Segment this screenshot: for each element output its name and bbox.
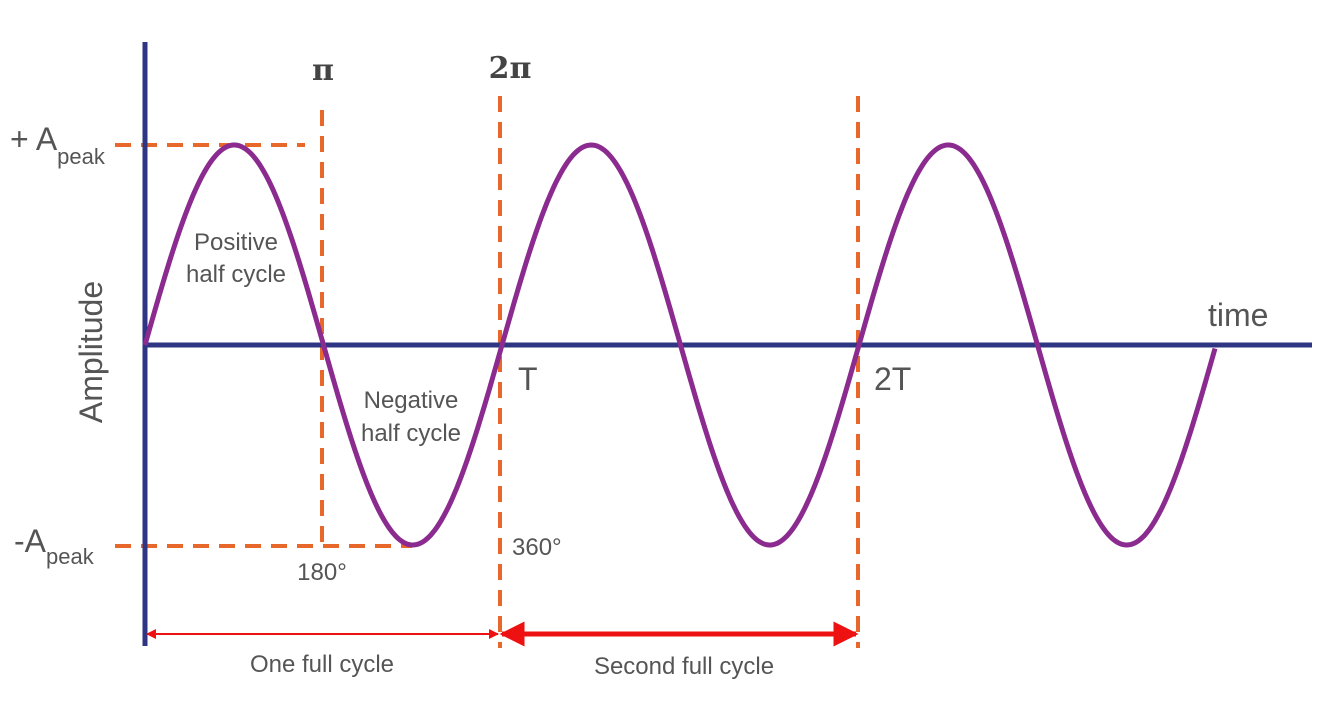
sine-wave [142, 142, 1218, 548]
two-pi-label: 2π [489, 51, 532, 86]
deg-360-label: 360° [512, 534, 562, 561]
second-full-cycle-label: Second full cycle [594, 653, 774, 680]
plus-a-peak-label: + Apeak [10, 121, 106, 169]
time-label: time [1208, 297, 1268, 333]
positive-half-cycle-label-1: Positive [194, 229, 278, 256]
negative-half-cycle-label-1: Negative [364, 387, 459, 414]
negative-half-cycle-label-2: half cycle [361, 420, 461, 447]
deg-180-label: 180° [297, 559, 347, 586]
two-t-label: 2T [874, 361, 911, 397]
pi-label: π [312, 53, 334, 88]
t-label: T [518, 361, 538, 397]
one-full-cycle-label: One full cycle [250, 651, 394, 678]
positive-half-cycle-label-2: half cycle [186, 261, 286, 288]
minus-a-peak-label: -Apeak [14, 523, 95, 569]
amplitude-label: Amplitude [73, 281, 109, 423]
